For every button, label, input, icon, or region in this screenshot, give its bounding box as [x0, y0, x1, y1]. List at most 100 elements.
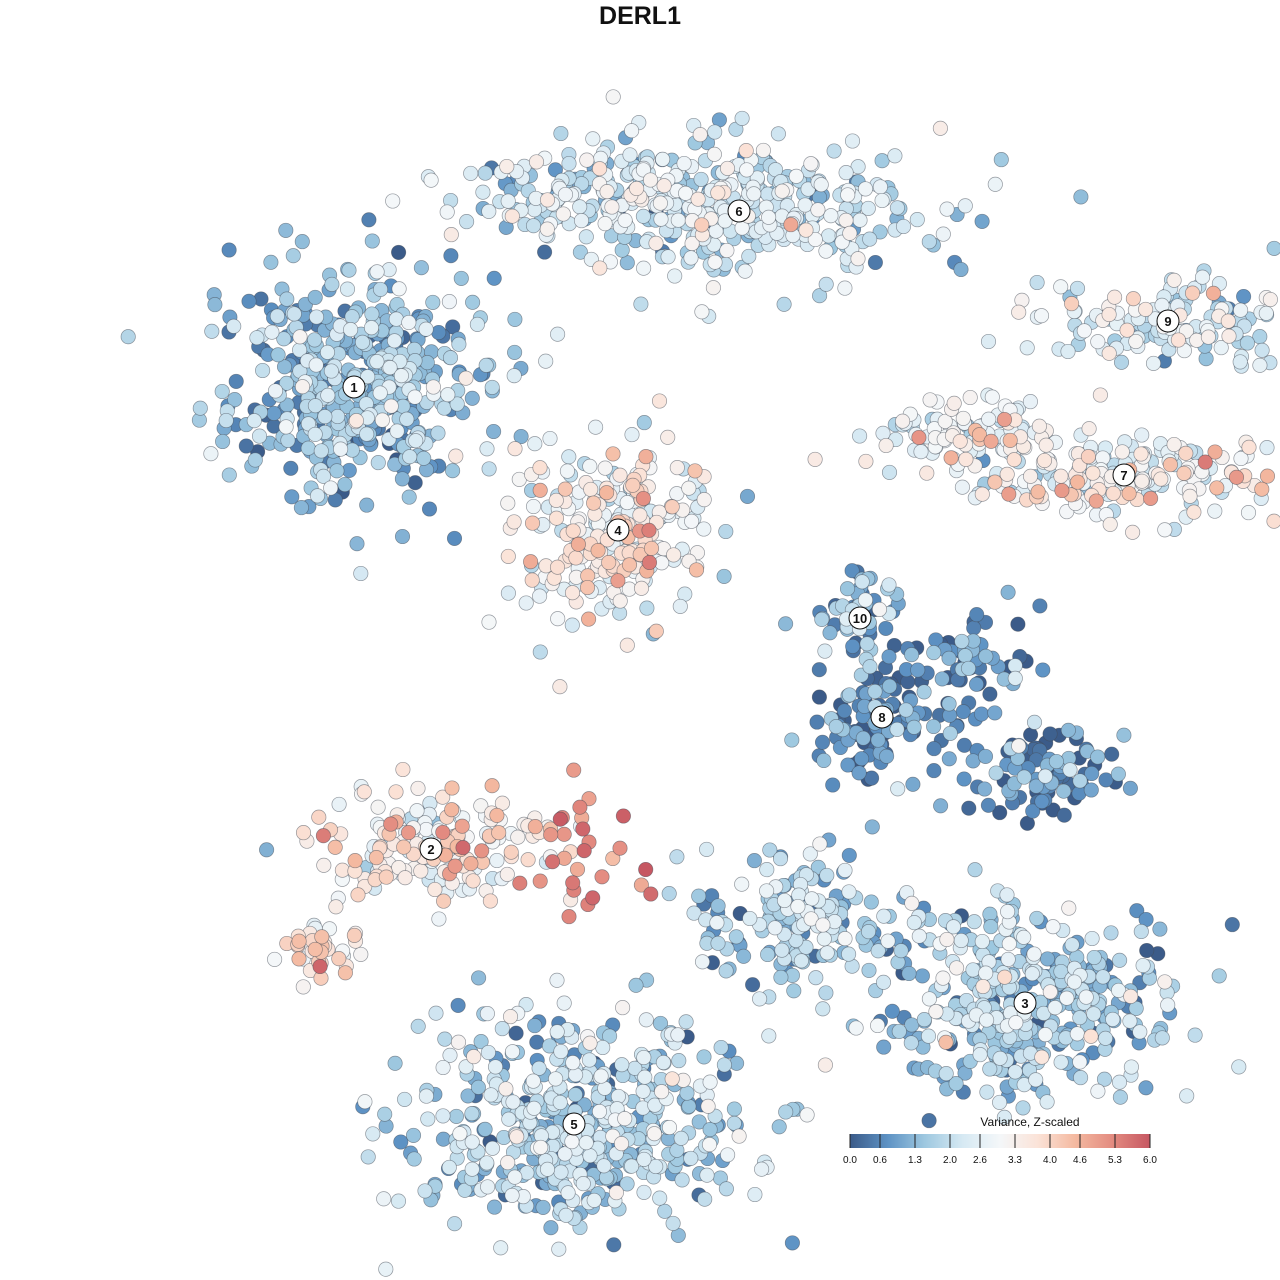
data-point: [978, 648, 994, 664]
data-point: [369, 354, 385, 370]
data-point: [441, 1159, 457, 1175]
data-point: [278, 222, 294, 238]
data-point: [444, 780, 460, 796]
data-point: [946, 395, 962, 411]
data-point: [394, 528, 411, 545]
data-point: [895, 218, 912, 235]
data-point: [845, 638, 861, 654]
data-point: [614, 242, 630, 258]
data-point: [767, 920, 783, 936]
data-point: [1259, 468, 1276, 484]
data-point: [926, 763, 942, 779]
data-point: [841, 884, 857, 900]
data-point: [480, 1044, 496, 1061]
data-point: [1207, 503, 1223, 519]
data-point: [1232, 354, 1248, 370]
data-point: [378, 869, 394, 885]
data-point: [1010, 616, 1026, 632]
data-point: [700, 1098, 716, 1114]
data-point: [642, 172, 659, 188]
data-point: [854, 751, 870, 767]
data-point: [241, 293, 257, 309]
data-point: [746, 186, 762, 202]
data-point: [926, 718, 942, 735]
cluster-label-text: 8: [878, 710, 885, 725]
data-point: [500, 193, 516, 209]
data-point: [1064, 937, 1080, 953]
data-point: [1054, 482, 1070, 499]
data-point: [1072, 773, 1088, 789]
data-point: [399, 411, 415, 427]
data-point: [474, 843, 490, 859]
data-point: [353, 946, 369, 962]
data-point: [636, 415, 652, 431]
data-point: [526, 1100, 542, 1116]
data-point: [512, 875, 528, 891]
data-point: [980, 333, 997, 350]
data-point: [906, 915, 922, 931]
data-point: [493, 1240, 509, 1256]
points-layer: [120, 89, 1280, 1277]
data-point: [1209, 480, 1225, 496]
data-point: [684, 513, 700, 529]
data-point: [905, 776, 921, 792]
cluster-label: 1: [342, 375, 366, 399]
data-point: [575, 1176, 591, 1192]
data-point: [350, 887, 366, 903]
data-point: [952, 433, 968, 449]
data-point: [449, 396, 465, 412]
data-point: [870, 732, 886, 748]
data-point: [578, 229, 594, 245]
data-point: [457, 1182, 473, 1198]
data-point: [431, 911, 447, 927]
data-point: [465, 294, 481, 310]
data-point: [418, 321, 434, 337]
data-point: [876, 1039, 892, 1055]
data-point: [246, 413, 262, 429]
data-point: [987, 474, 1003, 490]
data-point: [353, 565, 369, 582]
data-point: [484, 379, 500, 395]
data-point: [612, 840, 628, 856]
data-point: [561, 449, 577, 465]
data-point: [628, 977, 644, 993]
data-point: [365, 1126, 381, 1142]
data-point: [1053, 468, 1069, 484]
data-point: [552, 1094, 568, 1111]
data-point: [477, 1121, 493, 1137]
data-point: [860, 200, 876, 216]
data-point: [1105, 1011, 1121, 1027]
data-point: [293, 500, 309, 516]
data-point: [1073, 1070, 1089, 1086]
data-point: [585, 890, 601, 906]
data-point: [1207, 444, 1223, 460]
data-point: [396, 839, 412, 855]
data-point: [410, 780, 426, 796]
data-point: [564, 585, 581, 601]
data-point: [911, 928, 927, 944]
data-point: [346, 927, 362, 943]
data-point: [922, 392, 938, 408]
data-point: [916, 1012, 932, 1028]
data-point: [858, 453, 874, 469]
colorbar-tick-label: 6.0: [1143, 1155, 1157, 1166]
data-point: [475, 184, 491, 200]
data-point: [565, 523, 581, 539]
data-point: [1097, 1030, 1114, 1046]
data-point: [878, 437, 894, 454]
data-point: [400, 825, 417, 841]
data-point: [651, 393, 668, 409]
data-point: [425, 379, 441, 395]
data-point: [919, 465, 935, 481]
data-point: [669, 460, 685, 476]
data-point: [458, 1059, 474, 1075]
data-point: [591, 1103, 608, 1120]
data-point: [669, 849, 685, 865]
data-point: [484, 1140, 501, 1156]
data-point: [523, 554, 539, 570]
data-point: [957, 198, 973, 214]
data-point: [1060, 722, 1076, 738]
data-point: [594, 869, 610, 885]
data-point: [697, 1191, 713, 1207]
data-point: [737, 263, 753, 279]
